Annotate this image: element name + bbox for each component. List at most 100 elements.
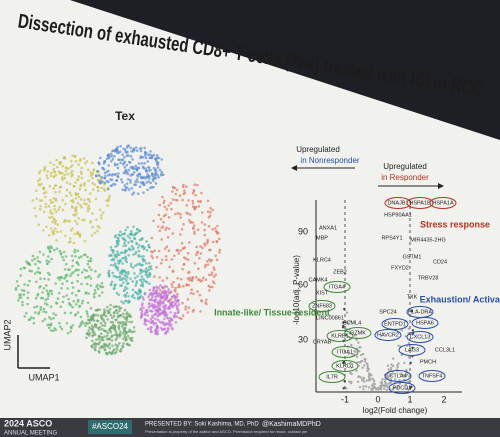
umap-point [118, 332, 122, 336]
umap-point [131, 247, 135, 251]
umap-point [127, 168, 131, 172]
umap-point [69, 171, 73, 175]
volcano-point [403, 361, 406, 365]
umap-point [129, 154, 133, 158]
umap-point [175, 315, 179, 319]
gene-label: CCL3L1 [435, 347, 455, 353]
umap-point [181, 301, 184, 305]
umap-point [35, 189, 38, 192]
volcano-point [342, 321, 345, 324]
umap-point [46, 303, 49, 306]
umap-point [78, 232, 82, 236]
umap-point [188, 279, 191, 282]
umap-point [63, 268, 67, 271]
umap-point [93, 333, 97, 336]
umap-point [216, 224, 219, 228]
umap-point [201, 211, 204, 214]
umap-point [52, 175, 55, 179]
umap-point [71, 305, 74, 309]
umap-point [37, 183, 41, 186]
volcano-point [343, 379, 346, 383]
umap-point [145, 175, 149, 178]
umap-point [66, 287, 69, 290]
umap-point [97, 275, 100, 279]
umap-point [156, 310, 160, 314]
umap-point [62, 295, 65, 299]
umap-point [83, 218, 86, 222]
volcano-point [355, 369, 358, 372]
umap-point [160, 258, 164, 262]
gene-label: ITGA4 [329, 284, 345, 290]
umap-point [173, 297, 177, 301]
umap-point [123, 188, 127, 192]
umap-point [125, 182, 129, 185]
umap-point [44, 298, 48, 302]
umap-point [117, 261, 121, 265]
umap-point [98, 308, 101, 312]
umap-point [144, 156, 148, 160]
umap-point [48, 250, 52, 254]
umap-point [116, 163, 119, 166]
umap-point [102, 342, 106, 346]
umap-point [140, 162, 144, 165]
umap-point [111, 316, 114, 320]
umap-point [138, 244, 141, 247]
umap-point [93, 295, 96, 299]
volcano-point [387, 368, 390, 371]
umap-point [160, 321, 163, 325]
umap-point [40, 182, 43, 186]
umap-point [91, 339, 94, 343]
umap-point [52, 163, 56, 167]
umap-point [132, 191, 136, 194]
umap-point [52, 329, 55, 333]
umap-point [114, 343, 117, 347]
gene-label: KLRB1 [331, 333, 348, 339]
umap-point [193, 183, 196, 186]
umap-point [162, 173, 165, 176]
volcano-point [381, 378, 384, 381]
umap-point [45, 259, 48, 263]
x-tick-label: -1 [341, 394, 349, 404]
umap-point [105, 334, 109, 338]
umap-point [118, 278, 122, 282]
umap-point [53, 204, 56, 208]
umap-point [123, 165, 127, 169]
umap-point [49, 329, 53, 332]
umap-point [83, 202, 86, 206]
umap-point [137, 249, 141, 253]
umap-point [151, 320, 154, 323]
umap-point [124, 244, 128, 247]
umap-point [125, 151, 128, 154]
umap-point [182, 284, 185, 288]
volcano-point [407, 388, 410, 391]
umap-point [118, 307, 121, 310]
umap-point [102, 187, 106, 191]
umap-point [111, 158, 115, 161]
umap-point [143, 162, 146, 165]
umap-point [54, 184, 57, 187]
umap-point [57, 208, 60, 211]
umap-point [59, 230, 63, 233]
umap-point [158, 313, 162, 316]
umap-point [108, 347, 111, 350]
umap-point [63, 156, 66, 159]
umap-point [159, 308, 162, 311]
umap-point [149, 317, 153, 321]
umap-point [192, 205, 195, 208]
umap-point [123, 241, 126, 245]
umap-point [150, 309, 153, 313]
umap-point [199, 200, 202, 203]
umap-point [141, 284, 145, 288]
umap-point [124, 249, 127, 252]
gene-label: CXCL13 [410, 334, 431, 340]
x-tick-label: 1 [407, 394, 412, 404]
umap-point [87, 204, 90, 207]
umap-point [42, 192, 46, 195]
umap-point [159, 326, 163, 330]
umap-point [106, 318, 109, 321]
umap-point [127, 295, 130, 298]
umap-point [50, 215, 54, 219]
umap-point [129, 277, 132, 281]
umap-point [145, 311, 148, 314]
umap-point [38, 177, 42, 181]
